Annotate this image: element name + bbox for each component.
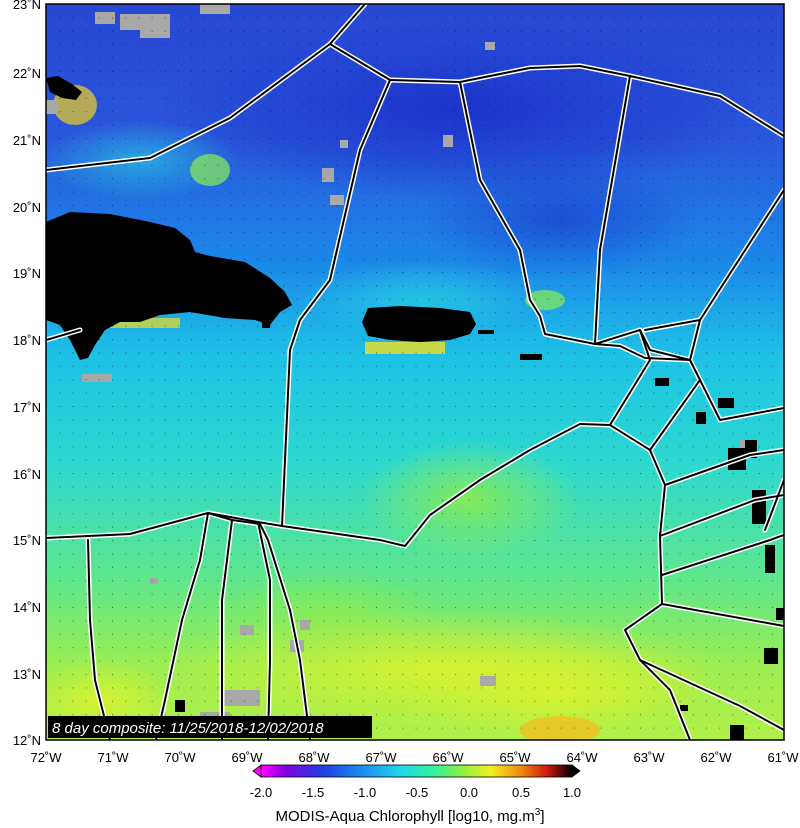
lat-label: 14˚N	[13, 600, 41, 615]
lon-label: 61˚W	[767, 750, 799, 765]
lat-label: 19˚N	[13, 266, 41, 281]
graticule	[46, 4, 784, 740]
lat-label: 15˚N	[13, 533, 41, 548]
lon-label: 64˚W	[566, 750, 598, 765]
lat-label: 23˚N	[13, 0, 41, 12]
lon-label: 65˚W	[499, 750, 531, 765]
composite-date-text: 8 day composite: 11/25/2018-12/02/2018	[52, 720, 324, 737]
lon-label: 68˚W	[298, 750, 330, 765]
lon-label: 70˚W	[164, 750, 196, 765]
map-frame	[45, 3, 785, 741]
colorbar-tick-label: 0.0	[460, 785, 478, 800]
lon-label: 69˚W	[231, 750, 263, 765]
colorbar-high-arrow	[571, 764, 581, 778]
colorbar-tick-label: -1.5	[302, 785, 324, 800]
lon-label: 62˚W	[700, 750, 732, 765]
lon-label: 63˚W	[633, 750, 665, 765]
lat-label: 17˚N	[13, 400, 41, 415]
colorbar-tick-label: -2.0	[250, 785, 272, 800]
longitude-labels: 72˚W 71˚W 70˚W 69˚W 68˚W 67˚W 66˚W 65˚W …	[30, 750, 799, 765]
lon-label: 66˚W	[432, 750, 464, 765]
maritime-boundaries	[46, 4, 784, 740]
lat-label: 13˚N	[13, 667, 41, 682]
lat-label: 20˚N	[13, 200, 41, 215]
colorbar-gradient	[260, 764, 573, 778]
colorbar-title: MODIS-Aqua Chlorophyll [log10, mg.m3]	[275, 807, 544, 825]
lat-label: 16˚N	[13, 467, 41, 482]
lat-label: 22˚N	[13, 66, 41, 81]
lon-label: 71˚W	[97, 750, 129, 765]
colorbar-tick-label: 1.0	[563, 785, 581, 800]
colorbar-tick-label: 0.5	[512, 785, 530, 800]
lat-label: 12˚N	[13, 733, 41, 748]
lon-label: 67˚W	[365, 750, 397, 765]
lat-label: 18˚N	[13, 333, 41, 348]
colorbar-tick-label: -0.5	[406, 785, 428, 800]
latitude-labels: 23˚N 22˚N 21˚N 20˚N 19˚N 18˚N 17˚N 16˚N …	[13, 0, 41, 748]
composite-date-label: 8 day composite: 11/25/2018-12/02/2018	[48, 716, 372, 738]
lon-label: 72˚W	[30, 750, 62, 765]
colorbar-tick-label: -1.0	[354, 785, 376, 800]
colorbar: -2.0 -1.5 -1.0 -0.5 0.0 0.5 1.0 MODIS-Aq…	[250, 764, 581, 825]
colorbar-low-arrow	[252, 764, 262, 778]
lat-label: 21˚N	[13, 133, 41, 148]
